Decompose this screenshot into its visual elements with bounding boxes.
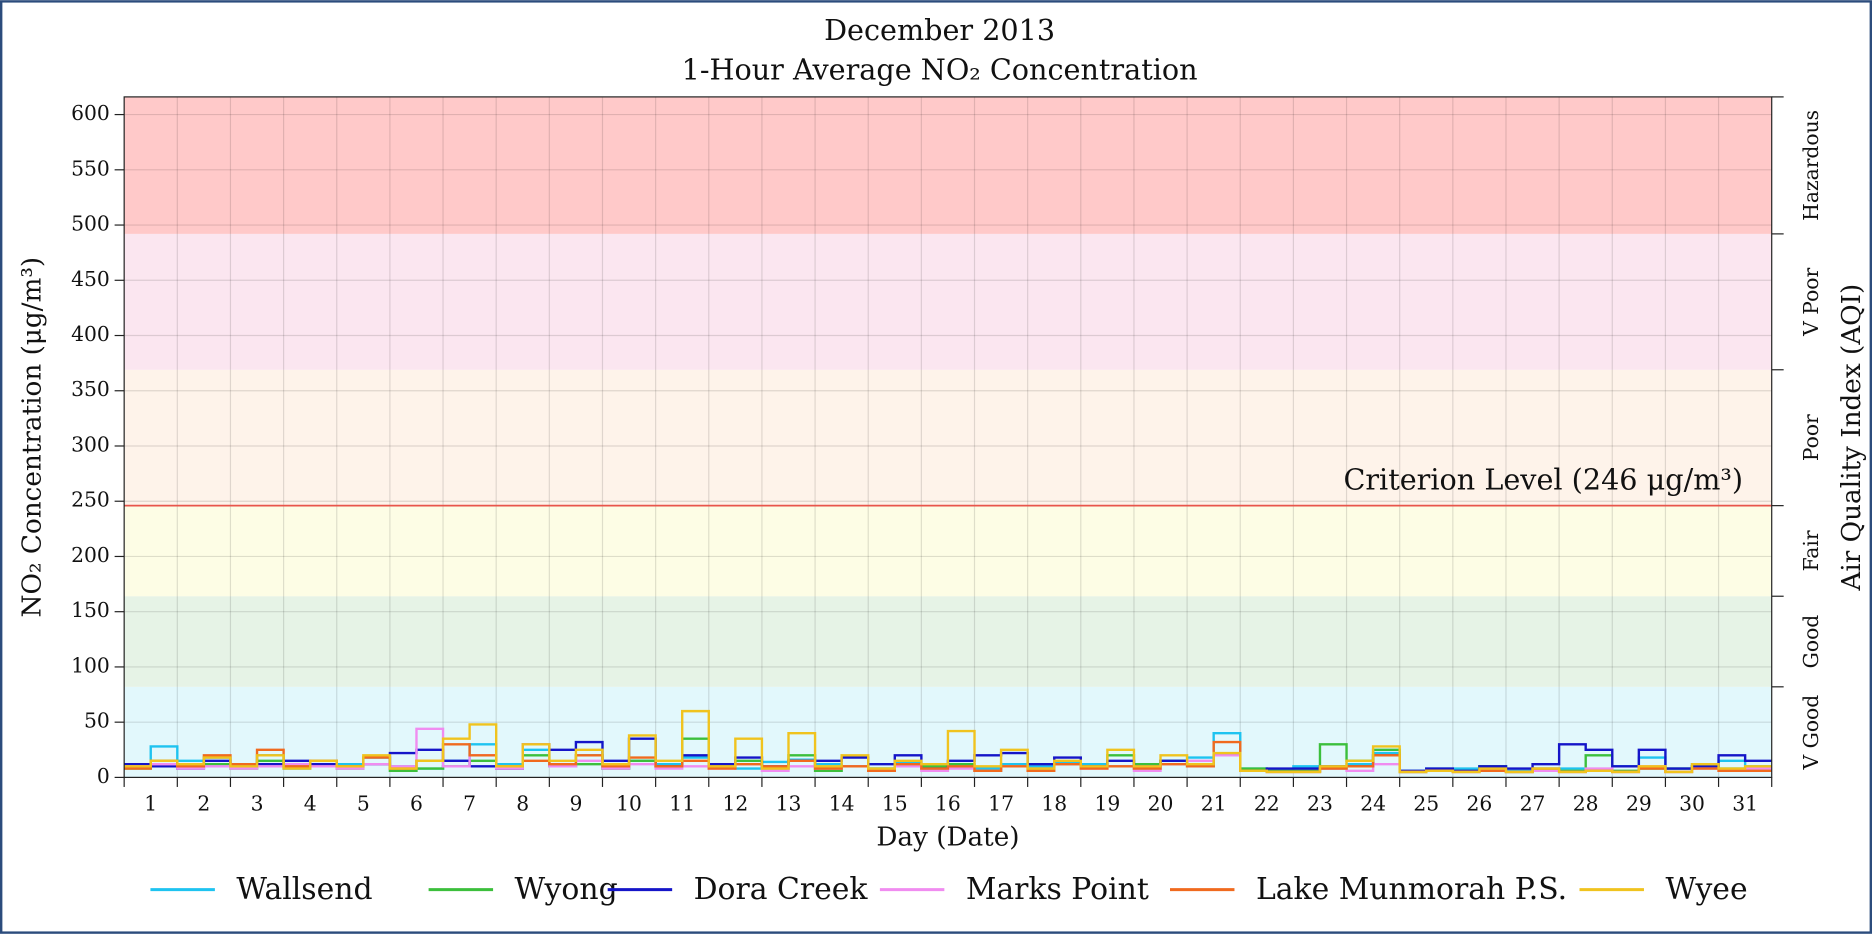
x-tick-label: 2 [197, 791, 210, 815]
legend-label: Wyong [515, 872, 618, 907]
aqi-band [124, 369, 1772, 506]
y-tick-label: 100 [71, 653, 110, 677]
x-tick-label: 21 [1201, 791, 1227, 815]
y-tick-label: 250 [71, 488, 110, 512]
legend-label: Wyee [1665, 872, 1747, 907]
x-tick-label: 17 [988, 791, 1014, 815]
aqi-band-label: Hazardous [1799, 110, 1823, 221]
x-tick-label: 15 [882, 791, 908, 815]
x-tick-label: 12 [722, 791, 748, 815]
chart-subtitle: 1-Hour Average NO₂ Concentration [682, 52, 1198, 86]
y-tick-label: 350 [71, 377, 110, 401]
y-tick-label: 0 [97, 764, 110, 788]
x-axis-label: Day (Date) [876, 822, 1019, 852]
aqi-band-label: Fair [1799, 530, 1823, 571]
x-tick-label: 10 [616, 791, 642, 815]
x-tick-label: 6 [410, 791, 423, 815]
aqi-band [124, 505, 1772, 597]
x-tick-label: 19 [1094, 791, 1120, 815]
x-tick-label: 5 [357, 791, 370, 815]
x-tick-label: 7 [463, 791, 476, 815]
y-tick-label: 600 [71, 101, 110, 125]
x-tick-label: 1 [144, 791, 157, 815]
x-tick-label: 30 [1679, 791, 1705, 815]
x-tick-label: 24 [1360, 791, 1386, 815]
legend-label: Marks Point [966, 872, 1149, 907]
x-tick-label: 20 [1148, 791, 1174, 815]
x-tick-label: 3 [251, 791, 264, 815]
x-tick-label: 14 [829, 791, 855, 815]
y-tick-label: 550 [71, 156, 110, 180]
x-tick-label: 9 [569, 791, 582, 815]
legend-label: Lake Munmorah P.S. [1256, 872, 1567, 907]
criterion-label: Criterion Level (246 μg/m³) [1343, 462, 1743, 496]
aqi-band-label: Poor [1799, 414, 1823, 461]
aqi-band-label: V Poor [1799, 268, 1823, 337]
y-tick-label: 500 [71, 212, 110, 236]
x-tick-label: 26 [1467, 791, 1493, 815]
aqi-band-label: Good [1799, 615, 1823, 669]
axes-frame [123, 96, 1773, 779]
y-tick-label: 200 [71, 543, 110, 567]
aqi-band-label: V Good [1799, 695, 1823, 771]
x-tick-label: 16 [935, 791, 961, 815]
x-tick-label: 27 [1520, 791, 1546, 815]
x-tick-label: 8 [516, 791, 529, 815]
x-tick-label: 11 [669, 791, 695, 815]
legend-label: Dora Creek [694, 872, 869, 907]
aqi-band [124, 233, 1772, 370]
x-tick-label: 28 [1573, 791, 1599, 815]
x-tick-label: 31 [1732, 791, 1758, 815]
y-tick-label: 150 [71, 598, 110, 622]
y-tick-label: 450 [71, 267, 110, 291]
x-tick-label: 13 [776, 791, 802, 815]
aqi-band [124, 96, 1772, 234]
x-tick-label: 18 [1041, 791, 1067, 815]
x-tick-label: 29 [1626, 791, 1652, 815]
y-tick-label: 400 [71, 322, 110, 346]
x-tick-label: 23 [1307, 791, 1333, 815]
plot-area [123, 96, 1773, 779]
y-tick-label: 50 [84, 709, 110, 733]
series-line [124, 709, 1772, 774]
x-tick-label: 22 [1254, 791, 1280, 815]
legend-label: Wallsend [236, 872, 372, 907]
chart-title: December 2013 [824, 13, 1055, 47]
x-tick-label: 4 [304, 791, 317, 815]
x-tick-label: 25 [1413, 791, 1439, 815]
y2-axis-label: Air Quality Index (AQI) [1837, 284, 1867, 592]
aqi-band [124, 596, 1772, 687]
y-tick-label: 300 [71, 432, 110, 456]
y-axis-label: NO₂ Concentration (μg/m³) [17, 257, 47, 618]
